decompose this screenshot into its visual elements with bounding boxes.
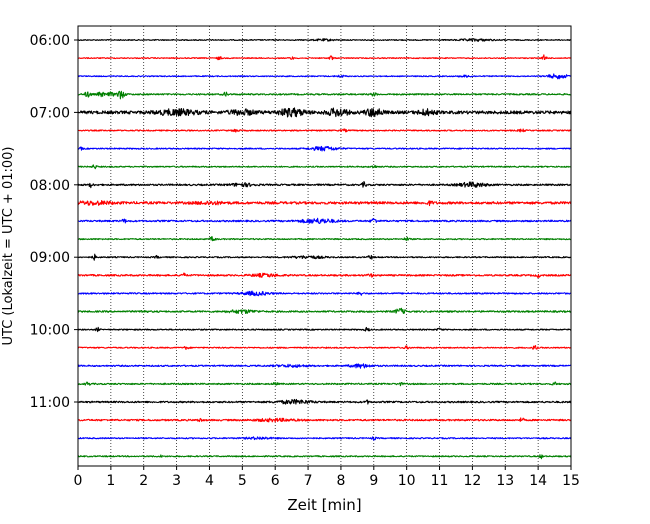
trace-lines bbox=[77, 38, 572, 460]
x-tick-label: 10 bbox=[398, 473, 416, 489]
trace-line bbox=[77, 128, 572, 133]
y-tick-label: 06:00 bbox=[30, 33, 70, 49]
x-tick-label: 3 bbox=[172, 473, 181, 489]
trace-line bbox=[77, 345, 572, 351]
x-tick-label: 15 bbox=[562, 473, 580, 489]
x-tick-label: 2 bbox=[139, 473, 148, 489]
trace-line bbox=[77, 363, 572, 369]
y-tick-label: 09:00 bbox=[30, 250, 70, 266]
trace-line bbox=[77, 417, 572, 423]
trace-line bbox=[77, 290, 572, 297]
x-tick-label: 8 bbox=[336, 473, 345, 489]
trace-line bbox=[77, 38, 572, 42]
y-tick-label: 10:00 bbox=[30, 323, 70, 339]
y-tick-label: 11:00 bbox=[30, 395, 70, 411]
y-tick-label: 08:00 bbox=[30, 178, 70, 194]
trace-line bbox=[77, 307, 572, 315]
trace-line bbox=[77, 180, 572, 189]
trace-line bbox=[77, 398, 572, 405]
trace-line bbox=[77, 90, 572, 100]
x-axis-label: Zeit [min] bbox=[287, 496, 361, 514]
y-axis-ticks: 06:00 07:00 08:00 09:00 10:00 11:00 bbox=[30, 33, 78, 411]
trace-line bbox=[77, 200, 572, 207]
x-tick-label: 0 bbox=[74, 473, 83, 489]
x-tick-label: 1 bbox=[106, 473, 115, 489]
trace-line bbox=[77, 381, 572, 387]
trace-line bbox=[77, 436, 572, 441]
x-tick-label: 12 bbox=[463, 473, 481, 489]
x-tick-label: 13 bbox=[496, 473, 514, 489]
x-tick-label: 7 bbox=[304, 473, 313, 489]
trace-line bbox=[77, 107, 572, 118]
trace-line bbox=[77, 272, 572, 279]
x-tick-label: 4 bbox=[205, 473, 214, 489]
trace-line bbox=[77, 73, 572, 80]
trace-line bbox=[77, 54, 572, 61]
trace-line bbox=[77, 253, 572, 261]
x-tick-label: 14 bbox=[529, 473, 547, 489]
x-tick-label: 9 bbox=[369, 473, 378, 489]
x-axis-ticks: 0 1 2 3 4 5 6 7 8 9 10 11 12 13 14 15 bbox=[74, 466, 580, 489]
trace-line bbox=[77, 145, 572, 152]
x-tick-label: 6 bbox=[271, 473, 280, 489]
trace-line bbox=[77, 326, 572, 333]
trace-line bbox=[77, 236, 572, 242]
trace-line bbox=[77, 164, 572, 170]
y-tick-label: 07:00 bbox=[30, 105, 70, 121]
x-tick-label: 11 bbox=[431, 473, 449, 489]
plot-frame bbox=[77, 25, 572, 467]
y-axis-label: UTC (Lokalzeit = UTC + 01:00) bbox=[1, 147, 16, 346]
grid-lines bbox=[110, 26, 539, 466]
trace-line bbox=[77, 454, 572, 460]
x-tick-label: 5 bbox=[238, 473, 247, 489]
trace-line bbox=[77, 217, 572, 225]
